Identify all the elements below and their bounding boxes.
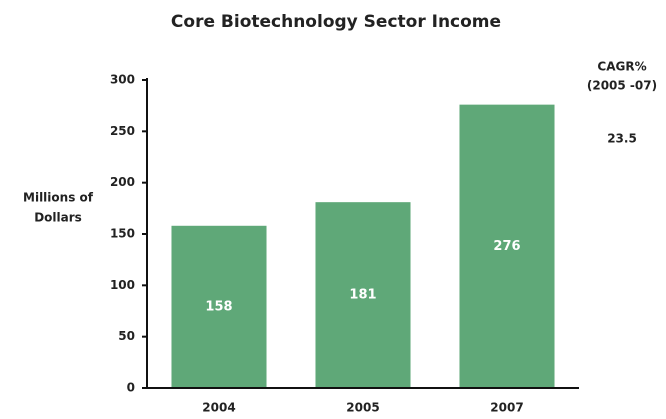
y-axis-label: Millions of [23,191,94,205]
y-axis-label: Dollars [34,211,82,225]
y-tick-label: 250 [110,124,135,138]
data-label: 276 [493,239,520,254]
chart-title: Core Biotechnology Sector Income [171,12,501,32]
x-tick-label: 2005 [346,401,379,415]
data-label: 158 [205,299,232,314]
annotation: 23.5 [607,132,637,146]
y-tick-label: 150 [110,227,135,241]
x-tick-label: 2007 [490,401,523,415]
y-tick-label: 0 [127,381,135,395]
annotation: CAGR% [597,60,646,74]
bar [171,225,267,388]
bar [459,104,555,388]
data-label: 181 [349,288,376,303]
y-tick-label: 300 [110,73,135,87]
annotation: (2005 -07) [587,79,657,93]
y-tick-label: 200 [110,175,135,189]
y-tick-label: 100 [110,278,135,292]
x-tick-label: 2004 [202,401,235,415]
bar [315,202,411,388]
y-tick-label: 50 [118,329,135,343]
